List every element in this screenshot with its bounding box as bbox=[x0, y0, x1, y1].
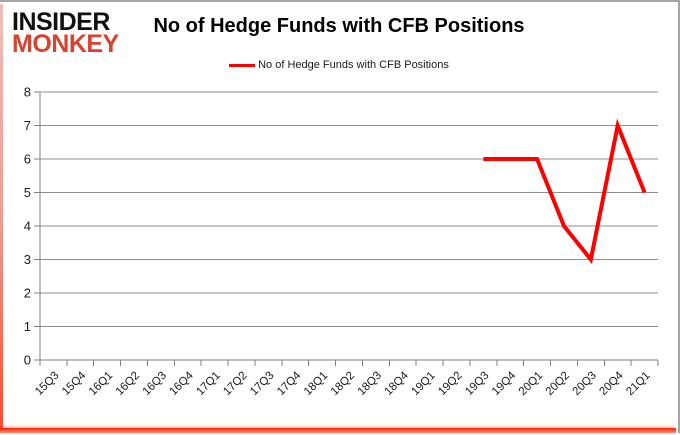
x-tick-label: 16Q2 bbox=[114, 370, 142, 398]
y-tick-label: 8 bbox=[24, 85, 31, 100]
y-tick-label: 0 bbox=[24, 353, 31, 368]
legend-line-swatch bbox=[229, 63, 256, 67]
legend-label: No of Hedge Funds with CFB Positions bbox=[258, 59, 449, 71]
x-tick-label: 16Q4 bbox=[168, 369, 197, 398]
x-tick-label: 17Q3 bbox=[248, 370, 276, 398]
frame-left-red-edge bbox=[0, 4, 3, 429]
x-tick-label: 15Q3 bbox=[33, 370, 61, 398]
logo-line2: MONKEY bbox=[12, 30, 119, 58]
y-tick-label: 6 bbox=[24, 152, 31, 167]
x-tick-label: 19Q1 bbox=[409, 370, 437, 398]
x-tick-label: 20Q1 bbox=[517, 370, 545, 398]
insider-monkey-logo: INSIDER MONKEY bbox=[12, 8, 119, 58]
y-tick-label: 4 bbox=[24, 219, 31, 234]
y-tick-label: 7 bbox=[24, 118, 31, 133]
x-tick-label: 20Q4 bbox=[597, 369, 626, 398]
x-tick-label: 17Q1 bbox=[194, 370, 222, 398]
x-tick-label: 17Q4 bbox=[275, 369, 304, 398]
chart-title: No of Hedge Funds with CFB Positions bbox=[153, 15, 525, 37]
x-tick-label: 20Q2 bbox=[544, 370, 572, 398]
y-tick-label: 3 bbox=[24, 252, 31, 267]
x-tick-label: 18Q4 bbox=[382, 369, 411, 398]
x-tick-label: 16Q1 bbox=[87, 370, 115, 398]
y-tick-label: 1 bbox=[24, 319, 31, 334]
x-tick-label: 17Q2 bbox=[221, 370, 249, 398]
x-tick-label: 18Q2 bbox=[329, 370, 357, 398]
x-tick-label: 15Q4 bbox=[60, 369, 89, 398]
legend: No of Hedge Funds with CFB Positions bbox=[0, 59, 678, 71]
x-tick-label: 19Q2 bbox=[436, 370, 464, 398]
series-line bbox=[483, 118, 647, 265]
x-tick-label: 19Q3 bbox=[463, 370, 491, 398]
x-tick-label: 20Q3 bbox=[571, 370, 599, 398]
y-tick-label: 2 bbox=[24, 286, 31, 301]
x-tick-label: 21Q1 bbox=[624, 370, 652, 398]
x-tick-label: 18Q1 bbox=[302, 370, 330, 398]
frame-bottom-red-glow bbox=[0, 428, 676, 433]
logo-line1: INSIDER bbox=[12, 8, 110, 36]
x-tick-label: 16Q3 bbox=[141, 370, 169, 398]
x-tick-label: 18Q3 bbox=[356, 370, 384, 398]
x-tick-label: 19Q4 bbox=[490, 369, 519, 398]
y-tick-label: 5 bbox=[24, 185, 31, 200]
